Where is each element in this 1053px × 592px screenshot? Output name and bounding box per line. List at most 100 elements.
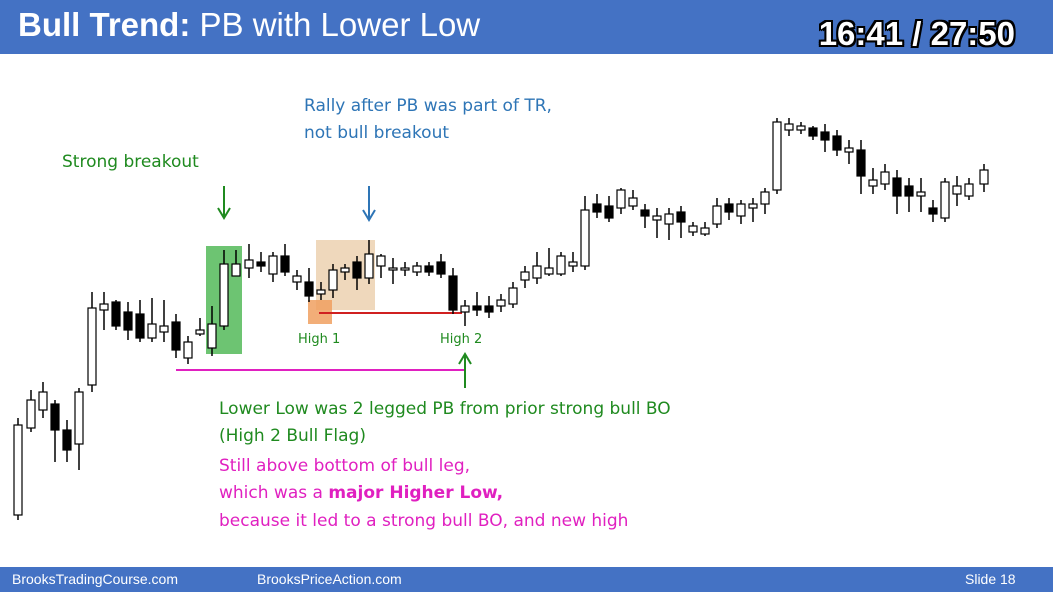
footer-bar: BrooksTradingCourse.com BrooksPriceActio… — [0, 567, 1053, 592]
candle-body — [784, 123, 794, 131]
candle-body — [50, 403, 60, 431]
candle-body — [808, 127, 818, 137]
candle-body — [508, 287, 518, 305]
candle-body — [880, 171, 890, 185]
candle-body — [580, 209, 590, 267]
title-bold: Bull Trend: — [18, 6, 191, 43]
candle-body — [844, 147, 854, 153]
candle-body — [292, 275, 302, 283]
candle-body — [640, 209, 650, 217]
candle-body — [544, 267, 554, 275]
candle-body — [268, 255, 278, 275]
candle-body — [832, 135, 842, 151]
candle-body — [736, 203, 746, 217]
blue-down-arrow-icon — [362, 186, 376, 222]
candle-body — [556, 255, 566, 275]
because-label: because it led to a strong bull BO, and … — [219, 511, 629, 531]
candle-body — [99, 303, 109, 311]
candle-body — [520, 271, 530, 281]
candle-body — [147, 323, 157, 339]
lower-low-label-line2: (High 2 Bull Flag) — [219, 426, 366, 446]
candle-body — [207, 323, 217, 349]
candle-body — [74, 391, 84, 445]
candle-body — [219, 263, 229, 327]
candle-body — [628, 197, 638, 207]
candle-body — [760, 191, 770, 205]
candle-body — [688, 225, 698, 233]
candle-body — [244, 259, 254, 269]
candle-body — [424, 265, 434, 273]
title-bar: Bull Trend: PB with Lower Low 16:41 / 27… — [0, 0, 1053, 54]
slide-number: Slide 18 — [965, 571, 1016, 587]
slide-title: Bull Trend: PB with Lower Low — [18, 6, 480, 44]
major-higher-low-label: which was a major Higher Low, — [219, 480, 503, 506]
candle-body — [700, 227, 710, 235]
candlesticks — [13, 118, 989, 520]
candle-body — [123, 311, 133, 331]
candle-body — [460, 305, 470, 313]
candle-body — [135, 313, 145, 339]
candle-body — [316, 289, 326, 295]
candle-body — [928, 207, 938, 215]
candle-body — [400, 267, 410, 271]
strong-breakout-label: Strong breakout — [62, 152, 199, 172]
candle-body — [748, 203, 758, 209]
candle-body — [328, 269, 338, 291]
candle-body — [304, 281, 314, 297]
candle-body — [436, 261, 446, 275]
candle-body — [412, 265, 422, 273]
candle-body — [38, 391, 48, 411]
candle-body — [87, 307, 97, 386]
candle-body — [472, 305, 482, 311]
candle-body — [484, 305, 494, 313]
video-timer: 16:41 / 27:50 — [818, 15, 1015, 52]
candle-body — [568, 261, 578, 267]
candle-body — [496, 299, 506, 307]
candle-body — [231, 263, 241, 277]
candle-body — [796, 125, 806, 131]
candle-body — [772, 121, 782, 191]
candle-body — [892, 177, 902, 197]
still-above-label: Still above bottom of bull leg, — [219, 456, 471, 476]
candle-body — [724, 203, 734, 213]
candle-body — [964, 183, 974, 197]
candle-body — [820, 131, 830, 141]
candle-body — [652, 215, 662, 221]
candle-body — [13, 424, 23, 516]
candle-body — [916, 191, 926, 197]
major-higher-low-prefix: which was a — [219, 483, 329, 503]
candle-body — [712, 205, 722, 225]
candle-body — [532, 265, 542, 279]
candle-body — [664, 213, 674, 225]
green-down-arrow-icon — [217, 186, 231, 220]
candle-body — [364, 253, 374, 279]
candle-body — [592, 203, 602, 213]
candle-body — [376, 255, 386, 267]
rally-label-line2: not bull breakout — [304, 123, 450, 143]
candle-body — [388, 267, 398, 271]
candle-body — [952, 185, 962, 195]
candle-body — [940, 181, 950, 219]
price-chart — [13, 118, 989, 520]
candle-body — [280, 255, 290, 273]
candle-body — [604, 205, 614, 219]
high2-label: High 2 — [440, 332, 483, 347]
footer-link-brookspriceaction[interactable]: BrooksPriceAction.com — [257, 571, 402, 587]
lower-low-label-line1: Lower Low was 2 legged PB from prior str… — [219, 399, 671, 419]
title-rest: PB with Lower Low — [190, 6, 481, 43]
candle-body — [183, 341, 193, 359]
candle-body — [256, 261, 266, 267]
major-higher-low-bold: major Higher Low, — [328, 483, 504, 503]
candle-body — [856, 149, 866, 177]
candle-body — [340, 267, 350, 273]
candle-body — [195, 329, 205, 335]
candle-body — [159, 325, 169, 333]
candle-body — [26, 399, 36, 429]
candle-body — [868, 179, 878, 187]
candle-body — [62, 429, 72, 451]
candle-body — [171, 321, 181, 351]
footer-link-brookstradingcourse[interactable]: BrooksTradingCourse.com — [12, 571, 178, 587]
candle-body — [352, 261, 362, 279]
candle-body — [448, 275, 458, 311]
candle-body — [616, 189, 626, 209]
